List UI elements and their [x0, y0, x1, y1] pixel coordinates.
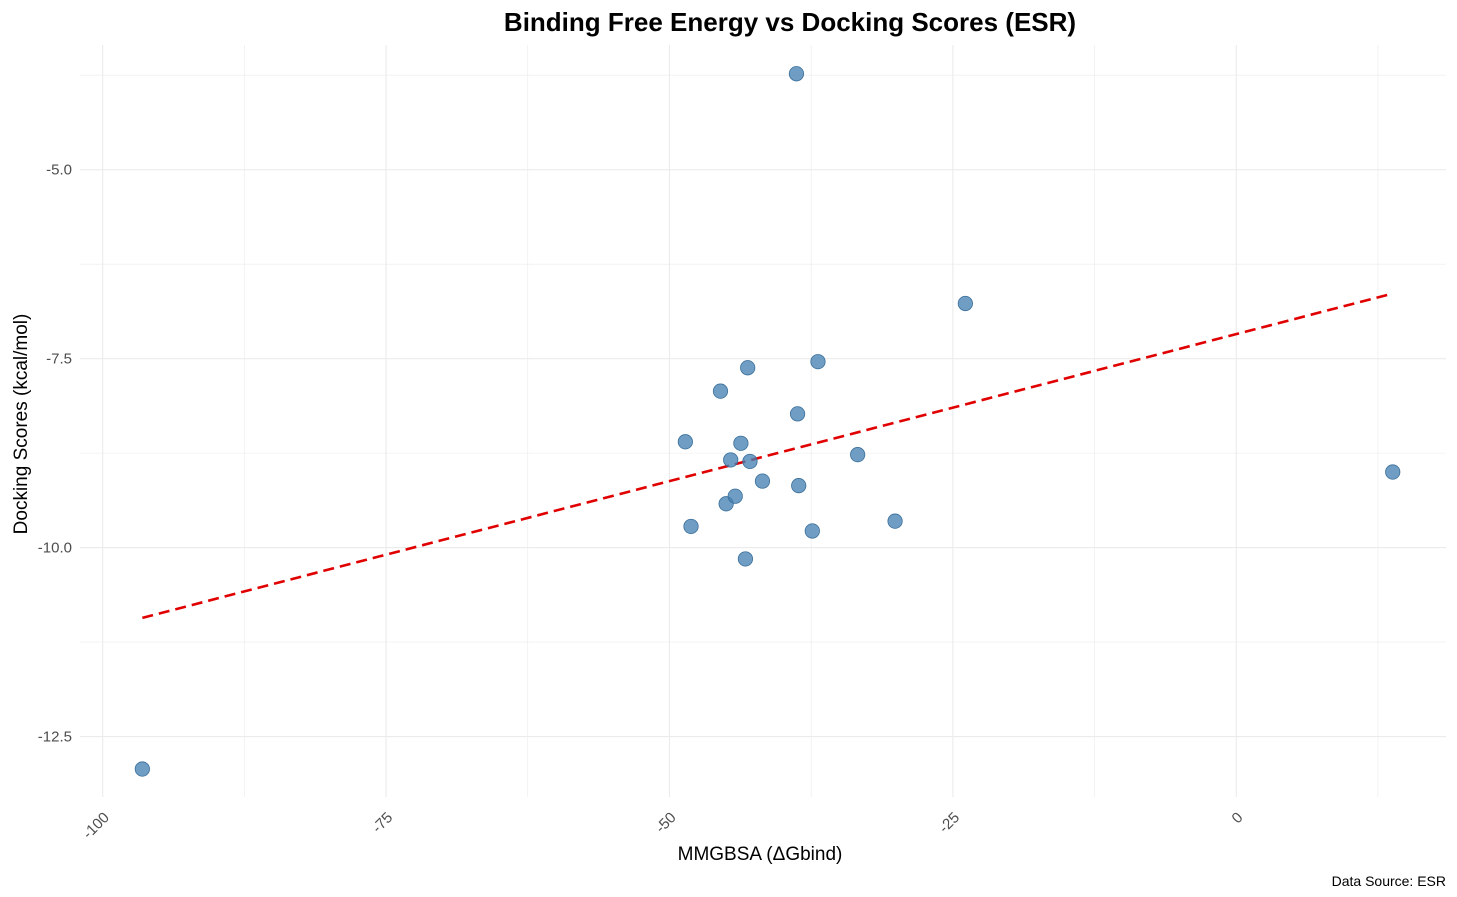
data-point [723, 452, 739, 468]
y-tick-label: -10.0 [38, 540, 72, 557]
x-tick-label: 0 [1229, 809, 1247, 827]
chart-title: Binding Free Energy vs Docking Scores (E… [504, 7, 1076, 37]
data-point [742, 453, 758, 470]
x-tick-label: -75 [369, 809, 396, 836]
data-point [804, 523, 820, 539]
data-point [1385, 464, 1401, 480]
data-point [789, 406, 806, 422]
data-point [850, 447, 866, 463]
x-tick-label: -100 [80, 809, 113, 842]
data-source-caption: Data Source: ESR [1332, 873, 1446, 889]
y-tick-label: -12.5 [38, 729, 72, 746]
x-axis-title: MMGBSA (ΔGbind) [678, 844, 843, 865]
grid [80, 45, 1446, 797]
data-point [957, 295, 973, 312]
y-tick-label: -5.0 [46, 162, 72, 179]
data-points [134, 66, 1401, 777]
x-tick-label: -50 [652, 809, 679, 836]
data-point [134, 761, 150, 777]
y-tick-label: -7.5 [46, 351, 72, 368]
data-point [683, 518, 699, 535]
data-point [791, 478, 807, 494]
tick-labels: -100 -75 -50 -25 0 -12.5 -10.0 -7.5 -5.0 [38, 162, 1247, 843]
data-point [788, 66, 805, 82]
data-point [740, 360, 756, 376]
data-point [887, 513, 903, 529]
trend-line [142, 293, 1390, 620]
data-point [677, 434, 693, 450]
x-tick-label: -25 [936, 809, 963, 836]
y-axis-title: Docking Scores (kcal/mol) [11, 314, 32, 535]
data-point [737, 551, 754, 567]
trend-line-layer [142, 293, 1390, 620]
data-point [754, 473, 771, 489]
data-point [712, 383, 729, 399]
data-point [733, 435, 749, 451]
data-point [727, 488, 743, 504]
data-point [810, 354, 826, 370]
